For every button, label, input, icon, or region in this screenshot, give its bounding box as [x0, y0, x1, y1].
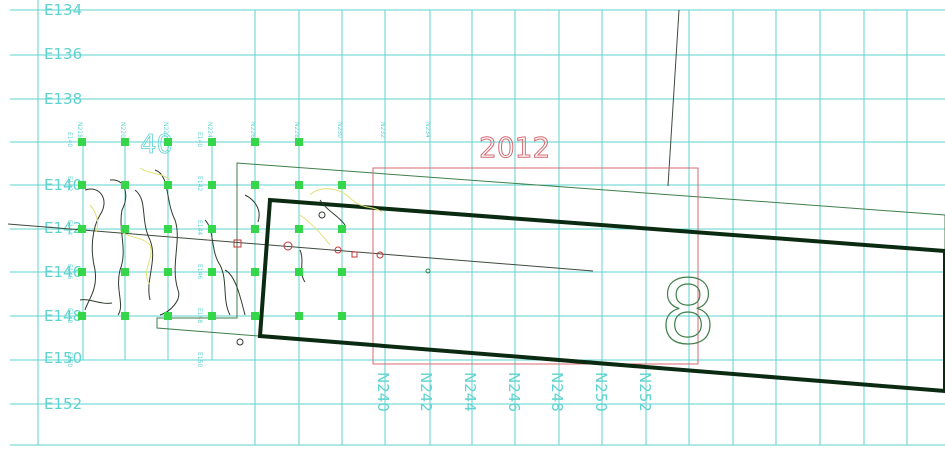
block-col-label: N228 [293, 122, 300, 138]
survey-point [121, 225, 129, 233]
survey-point [164, 138, 172, 146]
easting-label: E138 [44, 90, 82, 108]
northing-label: N244 [461, 372, 479, 412]
northing-label: N250 [592, 372, 610, 412]
survey-point [121, 312, 129, 320]
easting-label: E136 [44, 45, 82, 63]
survey-point [78, 181, 86, 189]
easting-label: E146 [44, 263, 82, 281]
survey-point [338, 312, 346, 320]
easting-label: E148 [44, 307, 82, 325]
unit-number-label: 8 [660, 261, 716, 364]
survey-point [251, 181, 259, 189]
block-col-label: N218 [76, 122, 83, 138]
survey-point [295, 268, 303, 276]
survey-point [251, 312, 259, 320]
survey-points [78, 138, 346, 320]
block-grid-labels: N218 N220 N222 N224 N226 N228 N230 N232 N234 E140… [66, 122, 431, 367]
block-row-label: E142 [196, 176, 203, 191]
survey-point [121, 268, 129, 276]
northing-label: N248 [548, 372, 566, 412]
block-row-label: E144 [196, 220, 203, 235]
survey-point [78, 312, 86, 320]
survey-point [295, 138, 303, 146]
block-row-label: E142 [66, 176, 73, 191]
northing-label: N242 [417, 372, 435, 412]
survey-point [338, 181, 346, 189]
excavation-year-label: 2012 [479, 131, 550, 164]
survey-point [208, 225, 216, 233]
survey-point [121, 138, 129, 146]
easting-labels: E134E136E138E140E142E146E148E150E152 [44, 1, 82, 413]
reference-line [7, 223, 594, 272]
survey-point [295, 181, 303, 189]
survey-point [164, 268, 172, 276]
survey-point [78, 268, 86, 276]
survey-point [164, 225, 172, 233]
block-row-label: E150 [196, 352, 203, 367]
north-line [667, 9, 680, 187]
survey-point [121, 181, 129, 189]
easting-label: E152 [44, 395, 82, 413]
block-col-label: N230 [336, 122, 343, 138]
block-col-label: N222 [162, 122, 169, 138]
survey-point [78, 225, 86, 233]
survey-point [208, 181, 216, 189]
survey-point [164, 312, 172, 320]
block-row-label: E148 [66, 308, 73, 323]
northing-label: N252 [636, 372, 654, 412]
block-row-label: E146 [196, 264, 203, 279]
block-row-label: E146 [66, 264, 73, 279]
northing-label: N246 [505, 372, 523, 412]
excavation-2012-area [372, 167, 699, 365]
survey-point [251, 268, 259, 276]
survey-point [295, 225, 303, 233]
survey-grid [10, 0, 945, 446]
block-col-label: N232 [379, 122, 386, 138]
block-row-label: E148 [196, 308, 203, 323]
survey-point [251, 225, 259, 233]
block-row-label: E140 [66, 132, 73, 147]
block-col-label: N226 [249, 122, 256, 138]
block-col-label: N224 [206, 122, 213, 138]
block-row-label: E144 [66, 220, 73, 235]
survey-point [164, 181, 172, 189]
survey-point [208, 268, 216, 276]
survey-point [78, 138, 86, 146]
trench-outline [257, 197, 945, 394]
survey-point [208, 312, 216, 320]
easting-label: E134 [44, 1, 82, 19]
survey-point [208, 138, 216, 146]
easting-label: E150 [44, 349, 82, 367]
survey-point [295, 312, 303, 320]
easting-label: E140 [44, 176, 82, 194]
block-col-label: N234 [424, 122, 431, 138]
block-col-label: N220 [119, 122, 126, 138]
northing-labels: N240 N242 N244 N246 N248 N250 N252 [374, 372, 654, 412]
block-row-label: E150 [66, 352, 73, 367]
northing-label: N240 [374, 372, 392, 412]
trench-outer-outline [156, 162, 945, 391]
survey-point [338, 225, 346, 233]
survey-point [251, 138, 259, 146]
survey-point [338, 268, 346, 276]
block-row-label: E140 [196, 132, 203, 147]
